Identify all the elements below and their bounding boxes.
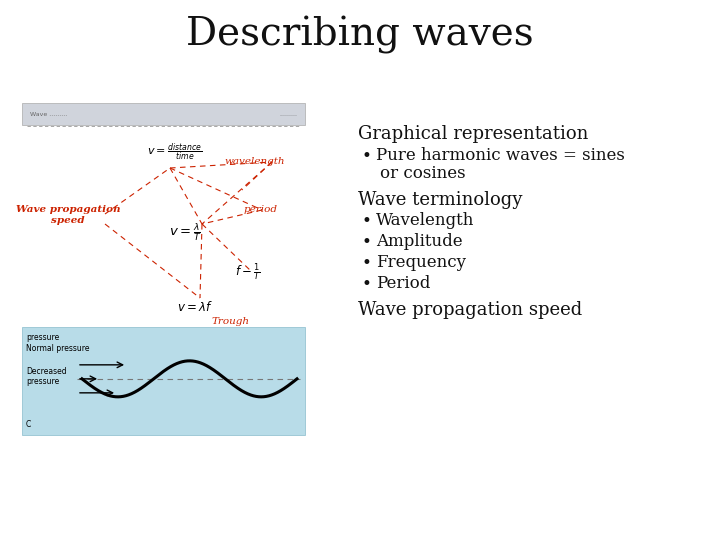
Text: Amplitude: Amplitude xyxy=(376,233,463,250)
Text: or cosines: or cosines xyxy=(380,165,466,182)
Text: •: • xyxy=(362,212,372,230)
Text: $v = \frac{\lambda}{T}$: $v = \frac{\lambda}{T}$ xyxy=(168,221,201,242)
Text: Wave propagation speed: Wave propagation speed xyxy=(358,301,582,319)
Text: •: • xyxy=(362,254,372,272)
Text: Frequency: Frequency xyxy=(376,254,466,271)
Text: pressure: pressure xyxy=(26,333,59,342)
Text: $v = \frac{\mathit{distance}}{\mathit{time}}$: $v = \frac{\mathit{distance}}{\mathit{ti… xyxy=(148,141,202,163)
Text: Describing waves: Describing waves xyxy=(186,16,534,54)
Text: Wave terminology: Wave terminology xyxy=(358,191,523,209)
Text: Wavelength: Wavelength xyxy=(376,212,474,229)
Text: •: • xyxy=(362,275,372,293)
Text: Pure harmonic waves = sines: Pure harmonic waves = sines xyxy=(376,147,625,164)
Text: $v = \lambda f$: $v = \lambda f$ xyxy=(177,300,213,314)
Text: period: period xyxy=(244,206,278,214)
Text: Normal pressure: Normal pressure xyxy=(26,344,89,353)
Text: Wave propagation
speed: Wave propagation speed xyxy=(16,205,120,225)
Text: C: C xyxy=(26,420,31,429)
Text: Decreased
pressure: Decreased pressure xyxy=(26,367,67,387)
Text: •: • xyxy=(362,233,372,251)
Bar xyxy=(22,103,305,125)
Text: Graphical representation: Graphical representation xyxy=(358,125,588,143)
Text: Trough: Trough xyxy=(211,318,249,327)
Text: wavelength: wavelength xyxy=(225,158,285,166)
Text: Period: Period xyxy=(376,275,431,292)
Text: •: • xyxy=(362,147,372,165)
Text: $f - \frac{1}{T}$: $f - \frac{1}{T}$ xyxy=(235,261,261,283)
Bar xyxy=(22,327,305,435)
Text: Wave .........: Wave ......... xyxy=(30,111,67,117)
Text: .........: ......... xyxy=(279,111,297,117)
